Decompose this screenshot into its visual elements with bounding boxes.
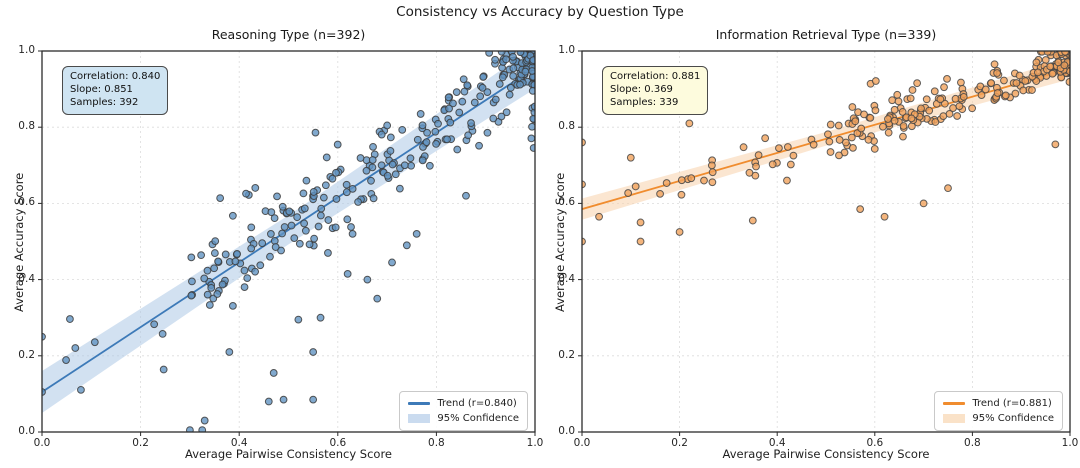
legend-entry-confidence: 95% Confidence bbox=[408, 411, 519, 426]
samples-value: Samples: 339 bbox=[610, 97, 679, 109]
x-tick-label: 0.0 bbox=[573, 437, 591, 449]
retrieval-y-axis-label: Average Accuracy Score bbox=[553, 172, 567, 312]
legend-entry-trend: Trend (r=0.840) bbox=[408, 396, 519, 411]
scatter-points bbox=[582, 51, 1070, 246]
retrieval-x-axis-label: Average Pairwise Consistency Score bbox=[722, 447, 930, 461]
correlation-value: Correlation: 0.840 bbox=[70, 71, 161, 82]
retrieval-stats-annotation: Correlation: 0.881 Slope: 0.369 Samples:… bbox=[602, 66, 709, 115]
legend-entry-confidence: 95% Confidence bbox=[943, 411, 1054, 426]
plot-border bbox=[41, 50, 536, 433]
x-tick-label: 0.2 bbox=[132, 437, 149, 449]
x-tick-label: 0.6 bbox=[329, 437, 347, 449]
reasoning-plot-title: Reasoning Type (n=392) bbox=[211, 27, 366, 42]
y-tick-label: 0.2 bbox=[18, 348, 35, 361]
slope-value: Slope: 0.851 bbox=[70, 84, 133, 96]
y-tick-label: 0.2 bbox=[558, 348, 575, 361]
plot-border bbox=[581, 50, 1071, 433]
trend-line bbox=[42, 67, 535, 393]
trend-legend-label: Trend (r=0.840) bbox=[437, 398, 517, 409]
correlation-value: Correlation: 0.881 bbox=[610, 71, 701, 82]
x-tick-label: 0.8 bbox=[964, 437, 981, 449]
y-tick-label: 0.0 bbox=[558, 425, 575, 437]
y-tick-label: 0.6 bbox=[18, 196, 35, 209]
reasoning-scatter-plot bbox=[38, 50, 536, 436]
reasoning-legend: Trend (r=0.840) 95% Confidence bbox=[399, 391, 528, 431]
reasoning-y-axis-label: Average Accuracy Score bbox=[12, 172, 26, 312]
retrieval-plot-title: Information Retrieval Type (n=339) bbox=[715, 27, 937, 42]
retrieval-legend: Trend (r=0.881) 95% Confidence bbox=[934, 391, 1063, 431]
trend-line-swatch bbox=[943, 402, 966, 405]
y-tick-label: 1.0 bbox=[18, 44, 35, 56]
y-tick-label: 0.0 bbox=[18, 425, 35, 437]
scatter-points bbox=[42, 51, 535, 432]
x-tick-label: 0.6 bbox=[866, 437, 884, 449]
y-tick-label: 0.4 bbox=[18, 272, 35, 285]
slope-value: Slope: 0.369 bbox=[610, 84, 673, 96]
legend-entry-trend: Trend (r=0.881) bbox=[943, 396, 1054, 411]
reasoning-x-axis-label: Average Pairwise Consistency Score bbox=[185, 447, 392, 461]
figure-title: Consistency vs Accuracy by Question Type bbox=[396, 4, 684, 20]
y-tick-label: 0.8 bbox=[18, 120, 35, 133]
confidence-band-swatch bbox=[408, 414, 431, 423]
x-tick-label: 1.0 bbox=[526, 437, 544, 449]
y-tick-label: 1.0 bbox=[558, 44, 575, 56]
x-tick-label: 1.0 bbox=[1061, 437, 1079, 449]
gridlines bbox=[582, 51, 1070, 432]
confidence-legend-label: 95% Confidence bbox=[972, 413, 1054, 424]
x-tick-label: 0.8 bbox=[428, 437, 445, 449]
x-tick-label: 0.2 bbox=[671, 437, 688, 449]
trend-legend-label: Trend (r=0.881) bbox=[972, 398, 1052, 409]
reasoning-stats-annotation: Correlation: 0.840 Slope: 0.851 Samples:… bbox=[62, 66, 169, 115]
trend-line-swatch bbox=[408, 402, 431, 405]
samples-value: Samples: 392 bbox=[70, 97, 139, 109]
confidence-band-swatch bbox=[943, 414, 966, 423]
x-tick-label: 0.4 bbox=[768, 437, 786, 449]
y-tick-label: 0.4 bbox=[558, 272, 575, 285]
y-tick-label: 0.8 bbox=[558, 120, 575, 133]
x-tick-label: 0.4 bbox=[230, 437, 248, 449]
y-tick-label: 0.6 bbox=[558, 196, 575, 209]
retrieval-scatter-plot bbox=[578, 50, 1071, 436]
confidence-legend-label: 95% Confidence bbox=[437, 413, 519, 424]
confidence-band bbox=[42, 51, 535, 413]
x-tick-label: 0.0 bbox=[33, 437, 51, 449]
